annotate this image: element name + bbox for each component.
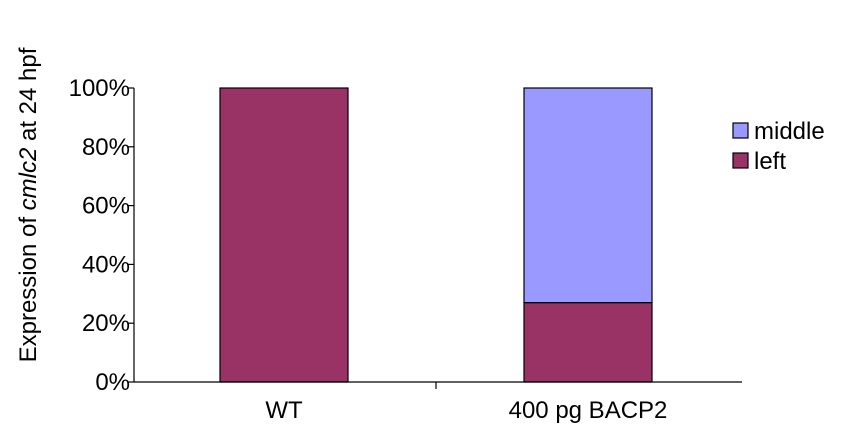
y-tick-label: 20% [82,310,130,337]
y-tick-label: 100% [69,75,130,102]
x-tick-label: WT [265,397,303,424]
y-axis-title: Expression of cmlc2 at 24 hpf [15,47,42,362]
y-tick-label: 80% [82,134,130,161]
legend-swatch-middle [732,122,749,139]
legend-label-middle: middle [754,118,825,145]
bar-left-1 [219,87,349,383]
y-axis-title-gene: cmlc2 [15,148,42,211]
y-axis-title-part-3: at 24 hpf [15,47,42,147]
legend-label-left: left [754,148,786,175]
plot-area: 0% 20% 40% 60% 80% 100% WT 400 pg BACP2 [69,75,742,424]
legend: middle left [732,118,825,175]
y-tick-label: 60% [82,193,130,220]
y-axis-title-part-1: Expression of [15,210,42,362]
bar-left-2 [523,302,653,383]
y-tick-label: 40% [82,251,130,278]
x-tick-label: 400 pg BACP2 [509,397,668,424]
svg-text:Expression of cmlc2 at 24 hpf: Expression of cmlc2 at 24 hpf [15,47,42,362]
legend-swatch-left [732,152,749,169]
y-tick-label: 0% [95,369,130,396]
bar-middle-2 [523,87,653,304]
